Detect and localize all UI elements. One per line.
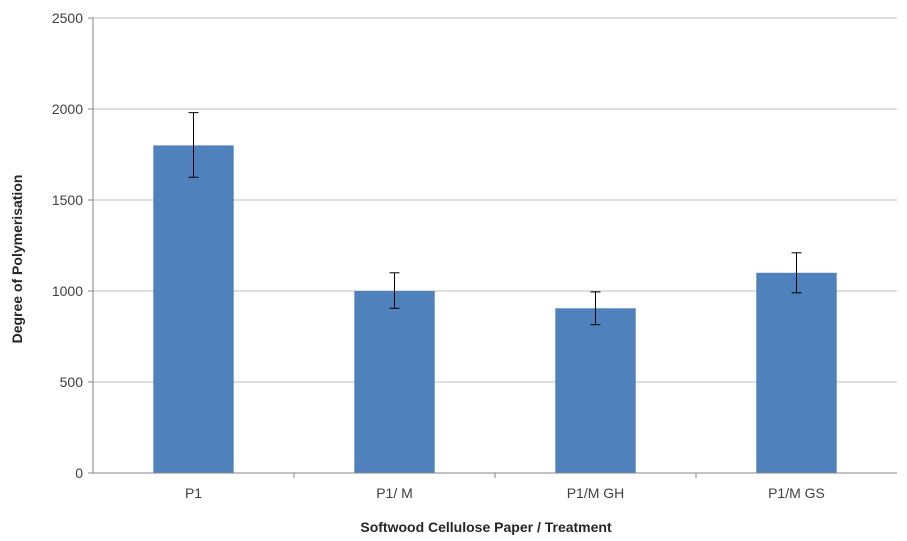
bar — [153, 145, 234, 473]
y-tick-labels: 0 500 1000 1500 2000 2500 — [52, 10, 93, 481]
y-tick-label: 2500 — [52, 10, 83, 26]
y-tick-label: 1500 — [52, 192, 83, 208]
y-tick-label: 500 — [60, 374, 84, 390]
y-axis-title: Degree of Polymerisation — [9, 175, 25, 344]
bar — [354, 291, 435, 473]
error-bars — [188, 112, 802, 326]
bar — [555, 308, 636, 473]
x-tick-label: P1/M GS — [768, 485, 825, 501]
y-tick-label: 0 — [75, 465, 83, 481]
x-tick-label: P1 — [185, 485, 202, 501]
x-tick-label: P1/ M — [376, 485, 413, 501]
x-tick-label: P1/M GH — [567, 485, 625, 501]
bars — [153, 145, 837, 473]
bar — [756, 272, 837, 473]
x-axis-title: Softwood Cellulose Paper / Treatment — [360, 519, 612, 535]
y-tick-label: 1000 — [52, 283, 83, 299]
x-tick-labels: P1 P1/ M P1/M GH P1/M GS — [185, 473, 825, 501]
y-tick-label: 2000 — [52, 101, 83, 117]
